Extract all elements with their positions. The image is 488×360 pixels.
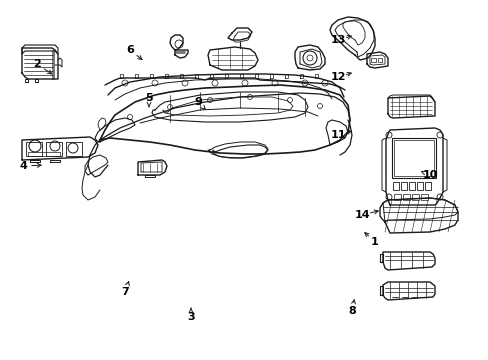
Bar — [377, 58, 381, 62]
Bar — [393, 140, 433, 176]
Text: 5: 5 — [145, 93, 153, 103]
Text: 3: 3 — [187, 312, 194, 322]
Text: 4: 4 — [19, 161, 27, 171]
Text: 12: 12 — [329, 72, 345, 82]
Text: 2: 2 — [33, 59, 41, 69]
Bar — [393, 194, 400, 200]
Bar — [411, 194, 418, 200]
Text: 14: 14 — [353, 210, 369, 220]
Text: 6: 6 — [126, 45, 134, 55]
Bar — [424, 182, 430, 190]
Bar — [416, 182, 422, 190]
Text: 11: 11 — [329, 130, 345, 140]
Bar — [400, 182, 406, 190]
Text: 10: 10 — [422, 170, 437, 180]
Text: 8: 8 — [347, 306, 355, 316]
Bar — [402, 194, 409, 200]
Bar — [26, 142, 42, 156]
Bar — [66, 142, 82, 156]
Bar — [420, 194, 427, 200]
Bar — [370, 58, 375, 62]
Bar — [408, 182, 414, 190]
Bar — [391, 138, 435, 178]
Bar — [392, 182, 398, 190]
Text: 9: 9 — [194, 97, 202, 107]
Text: 13: 13 — [329, 35, 345, 45]
Bar — [46, 142, 62, 156]
Text: 7: 7 — [121, 287, 129, 297]
Text: 1: 1 — [370, 237, 378, 247]
